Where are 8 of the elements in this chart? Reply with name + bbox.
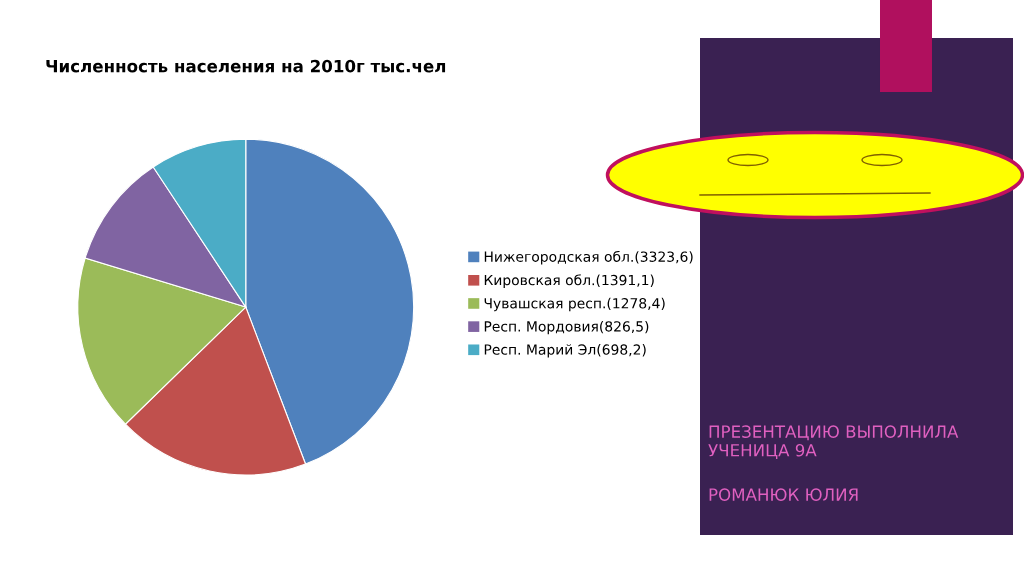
legend-label: Респ. Мордовия(826,5) — [484, 320, 649, 335]
legend-label: Нижегородская обл.(3323,6) — [484, 250, 693, 265]
legend-label: Кировская обл.(1391,1) — [484, 274, 654, 289]
legend-label: Чувашская респ.(1278,4) — [484, 297, 665, 312]
text: РОМАНЮК ЮЛИЯ — [709, 488, 858, 501]
chart-title: Численность населения на 2010г тыс.чел — [46, 59, 446, 73]
text: ПРЕЗЕНТАЦИЮ ВЫПОЛНИЛА УЧЕНИЦА 9А — [708, 425, 959, 459]
legend-label: Респ. Марий Эл(698,2) — [484, 344, 646, 358]
